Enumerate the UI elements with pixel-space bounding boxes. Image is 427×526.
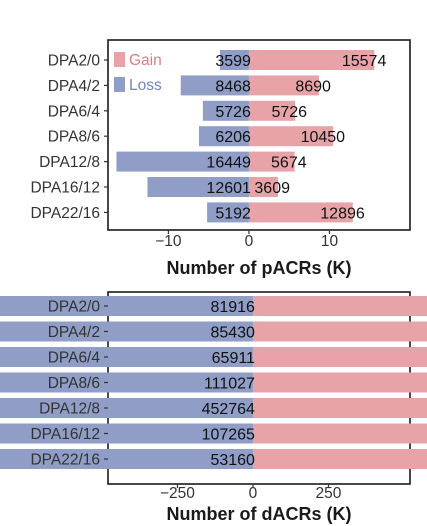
loss-value-label: 6206 xyxy=(215,129,251,146)
loss-value-label: 8468 xyxy=(215,78,251,95)
legend-swatch-loss xyxy=(114,77,125,92)
gain-bar xyxy=(252,372,427,393)
loss-value-label: 5726 xyxy=(215,104,251,121)
loss-bar xyxy=(207,202,249,223)
loss-value-label: 12601 xyxy=(206,180,251,197)
loss-value-label: 65911 xyxy=(212,350,255,367)
x-axis-title: Number of pACRs (K) xyxy=(167,258,352,278)
gain-bar xyxy=(248,75,319,96)
loss-bar xyxy=(0,372,253,393)
legend-label-gain: Gain xyxy=(129,52,162,69)
category-label: DPA4/2 xyxy=(48,324,100,341)
loss-bar xyxy=(0,347,253,367)
x-axis-title: Number of dACRs (K) xyxy=(167,504,352,524)
loss-bar xyxy=(219,50,249,70)
loss-bar xyxy=(180,75,249,96)
loss-value-label: 107265 xyxy=(202,427,255,444)
dacr-panel: DPA2/08191699224DPA4/285430101547DPA6/46… xyxy=(0,291,427,524)
loss-value-label: 111027 xyxy=(204,376,255,393)
legend-swatch-gain xyxy=(114,52,125,67)
gain-value-label: 15574 xyxy=(342,53,387,70)
loss-bar xyxy=(0,296,253,316)
category-label: DPA8/6 xyxy=(48,129,100,146)
x-tick-label: −10 xyxy=(155,233,182,250)
x-tick-label: −250 xyxy=(160,485,195,502)
loss-value-label: 53160 xyxy=(210,452,255,469)
x-tick-label: 250 xyxy=(316,485,342,502)
category-label: DPA16/12 xyxy=(30,426,100,443)
category-label: DPA8/6 xyxy=(48,375,100,392)
loss-value-label: 3599 xyxy=(215,53,251,70)
category-label: DPA22/16 xyxy=(30,452,100,469)
loss-bar xyxy=(0,321,253,342)
x-tick-label: 10 xyxy=(321,233,339,250)
gain-bar xyxy=(248,126,334,147)
gain-bar xyxy=(248,100,296,121)
loss-value-label: 452764 xyxy=(202,401,255,418)
gain-value-label: 3609 xyxy=(254,180,290,197)
loss-bar xyxy=(198,126,249,147)
x-tick-label: 0 xyxy=(249,485,258,502)
gain-bar xyxy=(252,449,427,469)
category-label: DPA2/0 xyxy=(48,53,101,70)
category-label: DPA6/4 xyxy=(48,350,101,367)
loss-bar xyxy=(0,449,253,469)
loss-bar xyxy=(147,177,249,197)
loss-value-label: 16449 xyxy=(206,155,251,172)
category-label: DPA12/8 xyxy=(39,154,100,171)
loss-bar xyxy=(0,423,253,444)
gain-bar xyxy=(248,50,375,70)
plot-frame xyxy=(107,39,411,231)
legend-label-loss: Loss xyxy=(129,77,162,94)
category-label: DPA2/0 xyxy=(48,299,101,316)
gain-bar xyxy=(252,398,427,418)
category-label: DPA12/8 xyxy=(39,401,100,418)
gain-bar xyxy=(248,151,295,172)
category-label: DPA22/16 xyxy=(30,205,100,222)
loss-value-label: 5192 xyxy=(215,205,251,222)
category-label: DPA16/12 xyxy=(30,180,100,197)
gain-value-label: 5674 xyxy=(271,155,307,172)
gain-bar xyxy=(252,296,427,316)
gain-bar xyxy=(248,202,353,223)
gain-bar xyxy=(252,347,427,367)
category-label: DPA4/2 xyxy=(48,78,100,95)
x-tick-label: 0 xyxy=(245,233,254,250)
gain-value-label: 8690 xyxy=(295,78,331,95)
loss-value-label: 85430 xyxy=(210,325,255,342)
loss-value-label: 81916 xyxy=(210,299,255,316)
loss-bar xyxy=(202,100,249,121)
gain-bar xyxy=(252,321,427,342)
gain-bar xyxy=(252,423,427,444)
gain-bar xyxy=(248,177,278,197)
gain-value-label: 10450 xyxy=(301,129,346,146)
loss-bar xyxy=(116,151,249,172)
gain-value-label: 12896 xyxy=(320,205,365,222)
category-label: DPA6/4 xyxy=(48,103,101,120)
gain-value-label: 5726 xyxy=(271,104,307,121)
loss-bar xyxy=(0,398,253,418)
pacr-panel: DPA2/0 3599 15574 DPA4/2 8468 8690 DPA6/4 5726 5… xyxy=(30,39,411,278)
legend: Gain Loss xyxy=(114,52,162,94)
